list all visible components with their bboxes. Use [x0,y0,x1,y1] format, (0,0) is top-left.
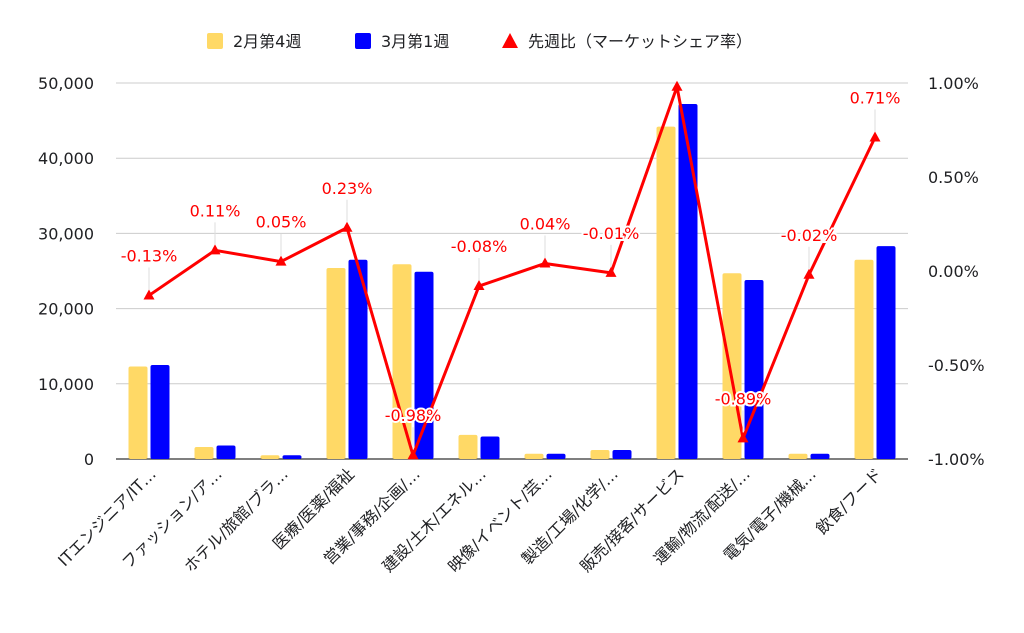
line-series [143,80,881,460]
line-data-label: -0.08% [451,237,508,256]
line-point-marker [341,221,353,232]
bar-series1 [392,264,412,459]
line-point-marker [407,449,419,460]
legend-label: 3月第1週 [381,32,449,51]
bar-series1 [524,453,544,459]
line-data-label: 0.23% [322,179,373,198]
bar-series2 [282,455,302,459]
line-point-marker [671,80,683,91]
line-data-labels: -0.13% 0.11% 0.05% 0.23% -0.98% -0.08% 0.04% -0… [119,87,902,450]
line-point-marker [539,257,551,268]
gridlines [116,82,908,460]
line-data-label: 0.71% [850,89,901,108]
line-point-marker [737,432,749,443]
bar-series2 [678,104,698,459]
bar-series2 [216,445,236,459]
legend-swatch [355,33,371,49]
legend-label: 2月第4週 [233,32,301,51]
bar-series1 [458,434,478,459]
line-point-marker [803,268,815,279]
category-labels: ITエンジニア/IT…ファッション/ア…ホテル/旅館/ブラ…医療/医薬/福祉営業… [54,464,886,576]
bar-series2 [150,365,170,459]
left-axis-tick-label: 10,000 [38,375,94,394]
left-axis-tick-label: 0 [84,450,94,469]
left-axis-tick-label: 20,000 [38,300,94,319]
line-data-label: 0.05% [256,213,307,232]
bar-series2 [612,449,632,459]
line-point-marker [143,289,155,300]
legend-label: 先週比（マーケットシェア率） [528,32,752,51]
bar-series1 [128,366,148,459]
bar-series1 [590,449,610,459]
line-point-marker [473,280,485,291]
bar-series2 [876,246,896,459]
bar-series1 [722,273,742,459]
line-data-label: -0.01% [583,224,640,243]
right-axis-tick-label: 0.50% [928,168,979,187]
right-axis-tick-label: 0.00% [928,262,979,281]
line-point-marker [869,131,881,142]
line-data-label: -0.13% [121,246,178,265]
line-data-label: -0.02% [781,226,838,245]
legend-triangle-icon [502,33,518,48]
right-axis-tick-label: 1.00% [928,74,979,93]
left-axis-tick-label: 30,000 [38,224,94,243]
line-path [148,85,877,457]
bar-series1 [788,453,808,459]
left-axis-ticks: 0 10,000 20,000 30,000 40,000 50,000 [38,74,94,469]
line-data-label: -0.98% [385,406,442,425]
line-data-label: 0.11% [190,201,241,220]
bar-series1 [656,126,676,459]
line-data-label: 0.04% [520,214,571,233]
category-label: 飲食/フード [812,464,886,538]
bar-series1 [854,259,874,459]
bar-series1 [260,455,280,459]
line-data-label: -0.89% [715,389,772,408]
left-axis-tick-label: 50,000 [38,74,94,93]
bar-series2 [810,453,830,459]
legend: 2月第4週 3月第1週 先週比（マーケットシェア率） [207,32,752,51]
bar-series2 [744,280,764,459]
bar-series2 [480,436,500,459]
right-axis-ticks: -1.00% -0.50% 0.00% 0.50% 1.00% [928,74,985,469]
left-axis-tick-label: 40,000 [38,149,94,168]
bar-series2 [348,259,368,459]
line-point-marker [209,244,221,255]
line-point-marker [605,266,617,277]
bars [128,104,896,459]
right-axis-tick-label: -1.00% [928,450,985,469]
line-point-marker [275,255,287,266]
legend-swatch [207,33,223,49]
bar-series2 [546,453,566,459]
bar-series1 [194,446,214,459]
right-axis-tick-label: -0.50% [928,356,985,375]
bar-series1 [326,267,346,459]
